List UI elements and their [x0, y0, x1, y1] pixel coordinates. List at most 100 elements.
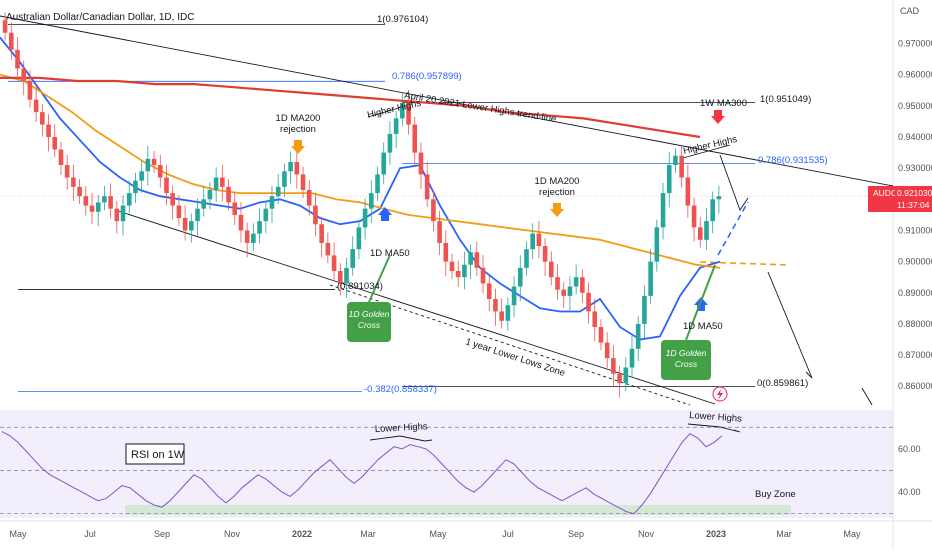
time-tick-label: Nov	[638, 529, 655, 539]
fib-label-right-top: 1(0.951049)	[760, 94, 811, 105]
price-tick-label: 0.870000	[898, 350, 932, 360]
rsi-title-label: RSI on 1W	[131, 449, 185, 461]
candle-body	[77, 186, 82, 197]
rsi-tick-label: 40.00	[898, 487, 921, 497]
candle-body	[549, 261, 554, 278]
candle-body	[288, 161, 293, 172]
candle-body	[716, 196, 722, 200]
candle-body	[319, 224, 324, 243]
golden-cross-pointer-1	[368, 254, 391, 303]
ma200-rejection-label-2: 1D MA200 rejection	[535, 176, 580, 198]
candle-body	[207, 189, 213, 200]
candle-body	[710, 199, 715, 222]
candle-body	[344, 267, 349, 284]
candle-body	[133, 180, 138, 194]
time-tick-label: 2022	[292, 529, 312, 539]
fib-label-0786-right: 0.786(0.931535)	[758, 155, 828, 166]
candle-body	[220, 177, 225, 187]
candle-body	[33, 99, 39, 113]
time-tick-label: Sep	[568, 529, 584, 539]
candle-body	[195, 208, 200, 222]
candle-body	[2, 20, 8, 33]
projection-arrow-short	[719, 154, 749, 211]
ma50-label-2: 1D MA50	[683, 321, 723, 332]
candle-body	[356, 227, 362, 250]
candle-body	[27, 80, 33, 100]
candle-body	[437, 221, 442, 243]
ma-line-1w-ma300	[0, 76, 701, 139]
candle-body	[387, 133, 393, 153]
candle-body	[213, 177, 219, 190]
candle-body	[201, 199, 207, 209]
ma200-rejection-arrow-2	[550, 203, 564, 217]
candle-body	[9, 32, 14, 50]
candle-body	[580, 277, 585, 293]
candle-body	[176, 205, 182, 219]
candle-body	[257, 221, 262, 234]
price-tick-label: 0.860000	[898, 381, 932, 391]
fib-label-mid: (0.891034)	[337, 281, 383, 292]
candle-body	[238, 214, 244, 231]
candle-body	[480, 267, 486, 284]
candle-body	[493, 298, 498, 312]
ma50-arrow-1	[378, 207, 392, 221]
candle-body	[369, 193, 374, 209]
countdown-label: 11:37:04	[897, 200, 930, 210]
golden-cross-box-1	[347, 302, 391, 342]
candle-body	[511, 286, 517, 306]
rsi-lower-highs-line-1	[369, 435, 433, 442]
candle-body	[660, 193, 666, 228]
time-tick-label: Nov	[224, 529, 241, 539]
candle-body	[114, 208, 120, 222]
candle-body	[89, 205, 95, 212]
ma50-label-1: 1D MA50	[370, 248, 410, 259]
rsi-lower-highs-line-2	[687, 423, 741, 433]
candle-body	[325, 242, 331, 256]
w-ma300-label: 1W MA300	[700, 98, 747, 109]
candle-body	[126, 193, 132, 206]
candle-body	[474, 252, 480, 268]
price-tag-right	[895, 186, 932, 212]
candle-body	[381, 152, 387, 175]
buy-zone-band	[125, 505, 791, 515]
candle-body	[157, 165, 163, 178]
candle-body	[468, 252, 473, 265]
candle-body	[648, 261, 653, 296]
candle-body	[561, 289, 567, 296]
lightning-icon-glyph	[717, 389, 723, 400]
candle-body	[406, 102, 411, 125]
golden-cross-box-2	[661, 340, 711, 380]
candle-body	[611, 358, 616, 374]
candle-body	[418, 152, 424, 175]
candle-body	[635, 323, 641, 349]
price-tick-label: 0.970000	[898, 39, 932, 49]
candle-body	[108, 196, 113, 209]
candle-body	[52, 137, 58, 150]
candle-body	[350, 249, 355, 268]
fib-label-zero: 0(0.859861)	[757, 378, 808, 389]
candle-body	[685, 177, 691, 206]
candle-body	[71, 177, 76, 187]
ma200-rejection-arrow-1	[291, 140, 305, 154]
candle-body	[189, 221, 194, 231]
time-tick-label: 2023	[706, 529, 726, 539]
time-tick-label: May	[843, 529, 861, 539]
higher-highs-line-1	[367, 103, 413, 118]
time-tick-label: Jul	[84, 529, 96, 539]
golden-cross-label-2: 1D Golden Cross	[666, 348, 707, 369]
price-tick-label: 0.930000	[898, 163, 932, 173]
candle-body	[530, 233, 535, 250]
candle-body	[95, 202, 101, 212]
candle-body	[679, 155, 684, 178]
golden-cross-label-1: 1D Golden Cross	[349, 309, 390, 330]
candle-body	[517, 267, 523, 287]
candle-body	[393, 118, 399, 134]
candle-body	[542, 246, 548, 262]
candle-body	[331, 255, 337, 271]
candle-body	[362, 208, 368, 228]
ma200-rejection-label-1: 1D MA200 rejection	[276, 113, 321, 135]
candle-body	[337, 270, 343, 284]
projection-arrow-long	[767, 271, 813, 379]
candle-body	[40, 112, 45, 125]
